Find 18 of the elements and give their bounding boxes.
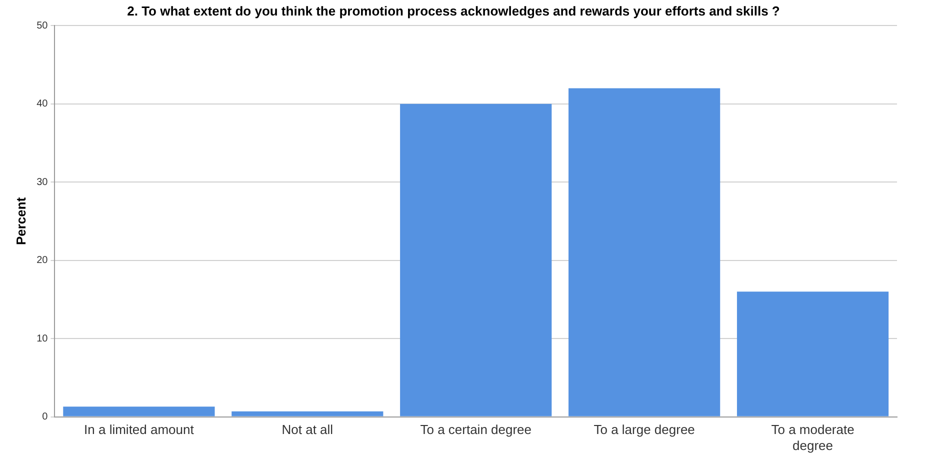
- x-tick-label: In a limited amount: [84, 422, 194, 438]
- y-tick-label: 0: [42, 412, 48, 423]
- y-axis-title: Percent: [13, 196, 28, 246]
- y-tick-label: 30: [36, 176, 48, 188]
- y-tick-label: 40: [36, 98, 48, 110]
- bar: [568, 88, 720, 416]
- bar: [736, 292, 889, 416]
- bar: [400, 104, 552, 416]
- x-tick-label: To a large degree: [594, 422, 695, 438]
- y-tick-label: 20: [36, 255, 48, 266]
- bar: [63, 406, 215, 416]
- y-tick-label: 50: [36, 20, 48, 32]
- y-tick-label: 10: [36, 333, 48, 344]
- x-tick-label: To a certain degree: [420, 422, 532, 438]
- x-tick-label: To a moderate degree: [771, 422, 854, 453]
- x-tick-label: Not at all: [282, 422, 334, 438]
- bar: [232, 411, 384, 416]
- chart-title: 2. To what extent do you think the promotion process acknowledges and rewards your efforts and skills ?: [127, 3, 780, 18]
